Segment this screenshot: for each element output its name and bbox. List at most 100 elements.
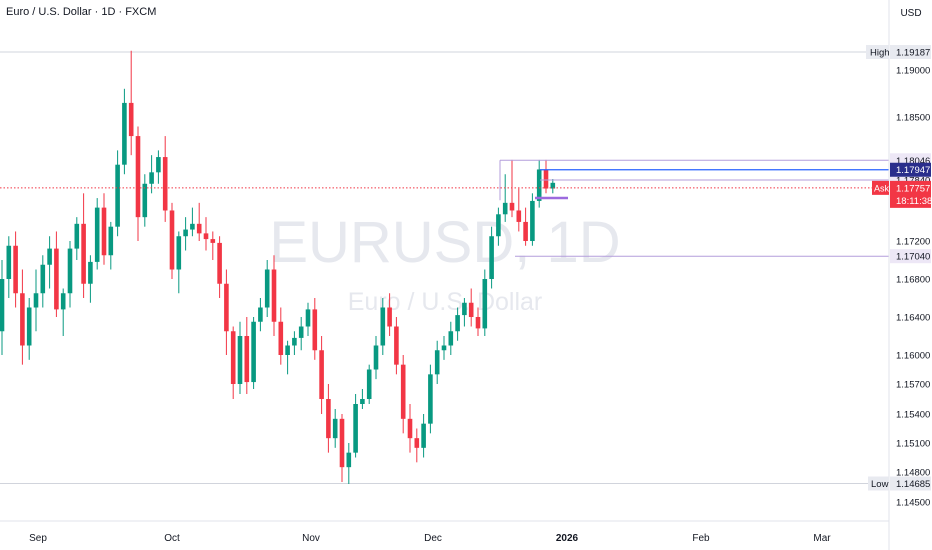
- candle-body: [448, 331, 454, 346]
- candle-body: [20, 293, 25, 346]
- candle-body: [482, 279, 488, 329]
- candle-body: [169, 210, 175, 270]
- candle-body: [176, 236, 182, 270]
- candle: [67, 241, 73, 308]
- candle-body: [108, 226, 114, 256]
- candle-body: [128, 102, 134, 137]
- candle: [60, 288, 66, 336]
- level-top-label: 1.18046: [896, 156, 930, 167]
- candle: [169, 202, 175, 279]
- level-blue-label-bg: [890, 162, 931, 177]
- candle-body: [468, 302, 474, 317]
- price-tick-label: 1.15400: [896, 410, 930, 421]
- candle-body: [462, 302, 467, 316]
- symbol-title[interactable]: Euro / U.S. Dollar · 1D · FXCM: [6, 6, 157, 18]
- candle: [47, 236, 52, 289]
- candle: [210, 231, 216, 260]
- candle: [468, 288, 474, 327]
- candle-body: [101, 207, 107, 256]
- candle-body: [183, 229, 188, 237]
- candle: [217, 236, 222, 298]
- time-tick-label: Nov: [302, 533, 320, 544]
- ask-price-label: 1.17757: [896, 183, 930, 194]
- candle: [421, 414, 426, 458]
- candle-body: [353, 404, 358, 453]
- candle: [462, 298, 467, 327]
- price-tick-label: 1.18500: [896, 113, 930, 124]
- candle-body: [156, 157, 161, 173]
- candle: [373, 336, 379, 380]
- candle-body: [550, 182, 556, 189]
- candle: [13, 231, 18, 308]
- candle: [366, 364, 372, 404]
- candle: [74, 217, 80, 260]
- time-tick-label: Dec: [424, 533, 442, 544]
- candle: [176, 231, 182, 294]
- low-tag-bg: [868, 476, 889, 491]
- candle-body: [312, 309, 318, 351]
- candle: [26, 298, 32, 360]
- price-lines: [0, 159, 889, 257]
- candle: [332, 409, 338, 448]
- candle: [509, 159, 515, 218]
- candle: [489, 226, 494, 289]
- price-labels: 1.19187High1.14685Low1.180461.178401.179…: [866, 45, 932, 491]
- candle-body: [190, 223, 195, 230]
- candle-body: [88, 261, 93, 284]
- candle: [190, 207, 195, 237]
- candle-body: [251, 321, 256, 383]
- candle-body: [292, 337, 297, 346]
- candle: [305, 302, 311, 336]
- candle: [530, 193, 535, 246]
- candle-body: [285, 345, 290, 355]
- candle: [251, 317, 256, 389]
- candle: [258, 298, 263, 332]
- candle: [264, 260, 270, 317]
- candle-body: [237, 336, 243, 384]
- high-tag-bg: [866, 45, 889, 59]
- high-price-label: 1.19187: [896, 48, 930, 59]
- candle: [88, 255, 93, 303]
- candle-body: [346, 452, 352, 468]
- candle: [156, 150, 161, 184]
- candle-body: [115, 164, 120, 227]
- candle-body: [271, 269, 277, 322]
- time-tick-label: Mar: [813, 533, 831, 544]
- time-tick-label: Feb: [692, 533, 710, 544]
- candle: [550, 179, 556, 194]
- candle-body: [298, 326, 304, 338]
- candle: [407, 404, 413, 453]
- candle-body: [67, 248, 73, 294]
- low-tag: Low: [871, 479, 889, 490]
- watermark-name: Euro / U.S. Dollar: [348, 288, 543, 316]
- candle-body: [13, 245, 18, 294]
- candle-body: [434, 350, 440, 375]
- candle-body: [149, 172, 154, 184]
- candle-body: [496, 214, 501, 237]
- candle-body: [400, 364, 406, 419]
- high-price-label-bg: [890, 45, 931, 59]
- time-tick-label: Oct: [164, 533, 180, 544]
- candle: [285, 340, 290, 375]
- candle: [40, 255, 46, 308]
- price-tick-label: 1.16800: [896, 275, 930, 286]
- candle-body: [319, 350, 324, 399]
- candle-body: [26, 307, 32, 346]
- candle-body: [135, 136, 141, 218]
- candle-body: [326, 399, 331, 439]
- candle-body: [523, 221, 528, 241]
- candle: [482, 269, 488, 336]
- candle-body: [475, 317, 481, 329]
- candle: [224, 269, 229, 355]
- candle-body: [387, 307, 392, 327]
- candle: [319, 336, 324, 414]
- candle: [237, 321, 243, 394]
- candle-body: [373, 345, 379, 370]
- high-tag: High: [870, 48, 890, 59]
- currency-button[interactable]: USD: [900, 7, 922, 19]
- candle: [387, 293, 392, 336]
- candle-body: [6, 245, 12, 279]
- candle: [128, 50, 134, 156]
- candle: [149, 155, 154, 194]
